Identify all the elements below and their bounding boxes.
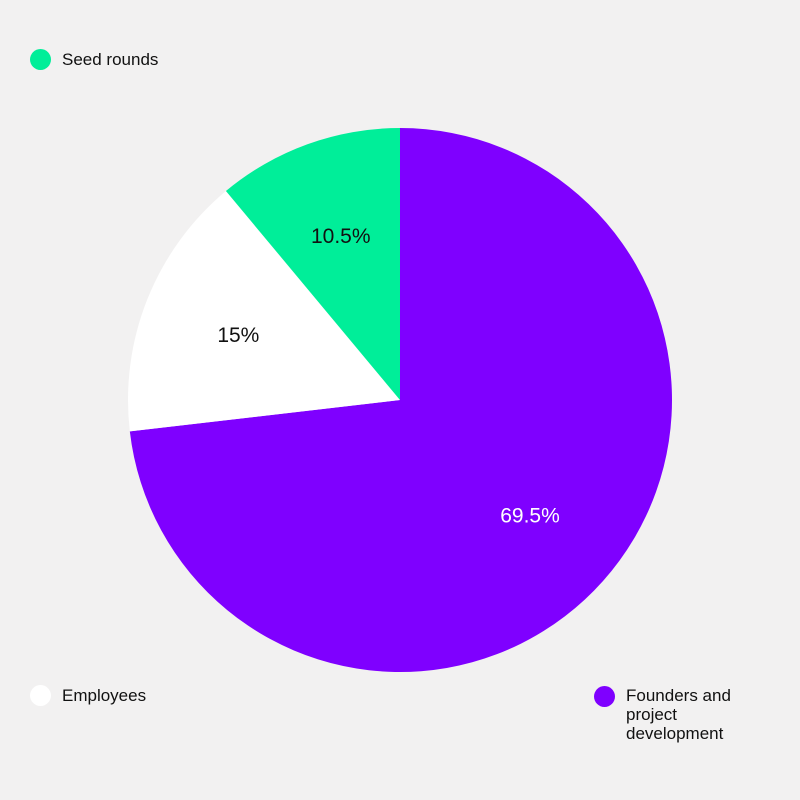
pie-slice-founders-and-project-development [129,128,673,672]
legend-item-seed-rounds: Seed rounds [30,49,159,70]
pie-slice-employees [128,190,400,432]
legend-swatch-employees [30,685,51,706]
slice-label-seed-rounds: 10.5% [311,225,371,248]
legend-label-employees: Employees [62,686,147,705]
legend-label-founders: Founders and project development [626,686,731,743]
legend-item-founders: Founders and project development [594,686,784,743]
slice-label-employees: 15% [217,324,259,347]
pie-slice-seed-rounds [225,128,400,400]
legend-label-seed-rounds: Seed rounds [62,50,159,69]
slice-label-founders-and-project-development: 69.5% [500,504,560,527]
legend-item-employees: Employees [30,685,147,706]
legend-swatch-founders [594,686,615,707]
legend-swatch-seed-rounds [30,49,51,70]
